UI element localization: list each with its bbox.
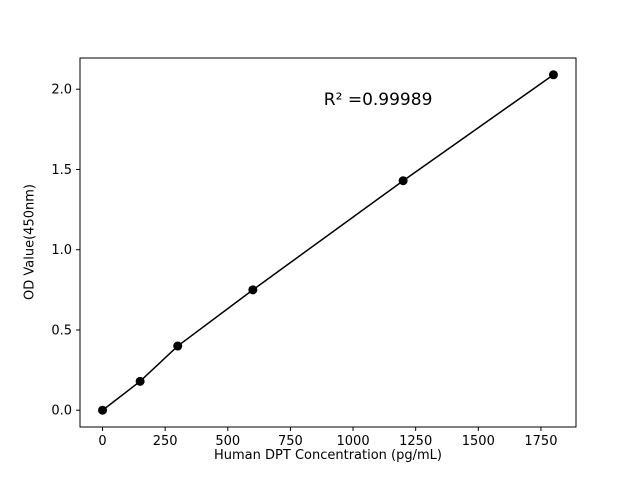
data-point-marker — [135, 376, 145, 386]
x-tick-label: 250 — [153, 434, 178, 449]
x-tick-label: 1000 — [337, 434, 370, 449]
y-tick-label: 1.5 — [51, 163, 72, 178]
x-tick-label: 0 — [98, 434, 106, 449]
data-point-marker — [548, 70, 558, 80]
r-squared-annotation: R² =0.99989 — [323, 90, 433, 111]
data-point-marker — [398, 176, 408, 186]
x-tick-label: 1750 — [524, 434, 557, 449]
data-point-marker — [98, 405, 108, 415]
x-tick-label: 500 — [215, 434, 240, 449]
plot-border — [79, 57, 577, 428]
y-tick-label: 0.0 — [51, 404, 72, 419]
x-tick-label: 1500 — [462, 434, 495, 449]
y-axis-label: OD Value(450nm) — [22, 184, 38, 300]
x-tick-label: 1250 — [399, 434, 432, 449]
series-line — [102, 74, 554, 411]
y-tick-label: 0.5 — [51, 323, 72, 338]
y-tick-label: 2.0 — [51, 83, 72, 98]
x-axis-label: Human DPT Concentration (pg/mL) — [214, 448, 442, 463]
data-point-marker — [248, 285, 258, 295]
data-point-marker — [173, 341, 183, 351]
y-tick-label: 1.0 — [51, 243, 72, 258]
x-tick-label: 750 — [278, 434, 303, 449]
